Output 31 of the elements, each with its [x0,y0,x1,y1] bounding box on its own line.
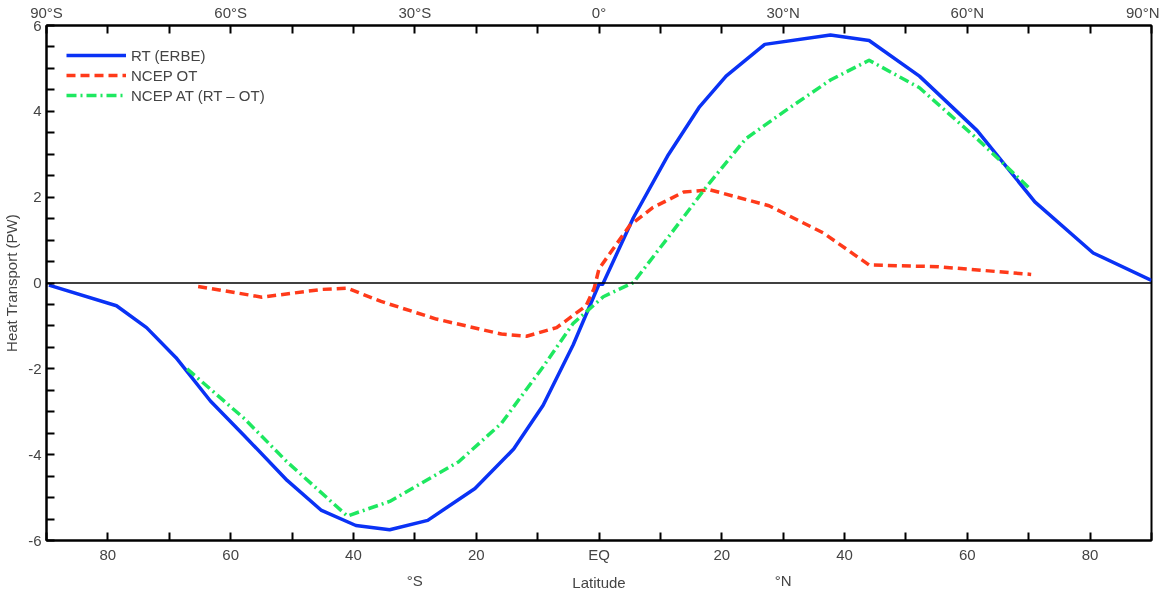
x-tick-label: 20 [467,545,485,563]
x2-tick-label: 30°S [398,3,432,21]
y-tick-label: -6 [28,531,42,549]
y-tick-label: 0 [33,274,42,291]
x-axis-title: Latitude [572,573,626,591]
x-tick-label: 20 [713,545,731,563]
x-tick-label: 80 [99,545,117,563]
text: °N [774,571,792,589]
x2-tick-label: 60°S [214,3,248,21]
line-series [196,188,1033,338]
x-tick-label: 40 [345,545,362,563]
line-series [47,33,1152,532]
legend-label: RT (ERBE) [131,46,206,64]
legend-label: NCEP OT [131,66,198,84]
x-tick-label: 60 [222,545,240,563]
y-tick-label: 4 [33,102,42,120]
legend-label: NCEP AT (RT – OT) [131,86,265,104]
text: °S [406,571,423,589]
x2-tick-label: 90°S [30,3,63,21]
x-tick-label: EQ [588,545,610,563]
y-tick-label: 2 [33,188,42,206]
y-tick-label: -4 [28,445,42,463]
x-tick-label: 60 [958,545,976,563]
x-tick-label: 40 [836,545,853,563]
x-tick-label: 80 [1081,545,1099,563]
x2-tick-label: 0° [591,3,607,21]
x2-tick-label: 90°N [1125,3,1159,21]
x2-tick-label: 60°N [950,3,985,21]
y-axis-title: Heat Transport (PW) [3,214,21,352]
x2-tick-label: 30°N [766,3,800,21]
y-tick-label: -2 [28,359,42,377]
